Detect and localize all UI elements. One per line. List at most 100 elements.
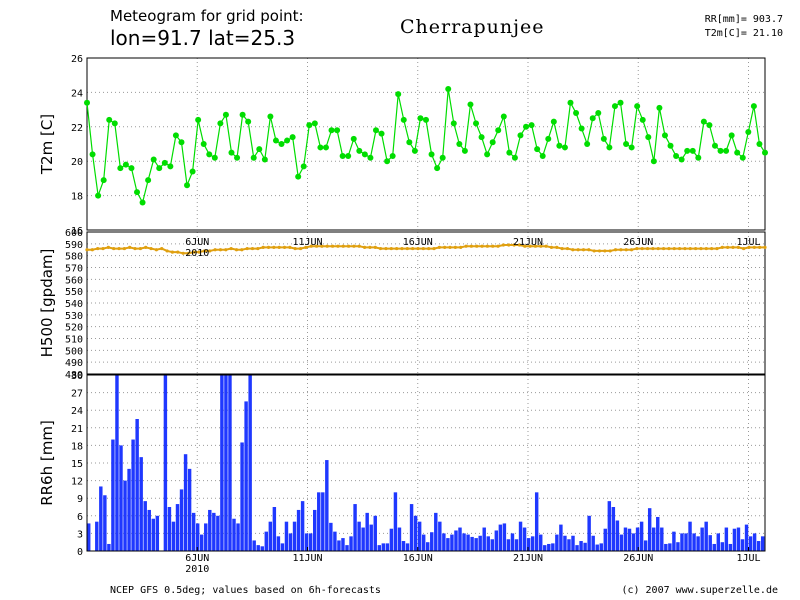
h500-point xyxy=(213,248,217,252)
plot-frame xyxy=(86,57,766,231)
rr6h-bar xyxy=(377,545,382,551)
y-tick-label: 18 xyxy=(71,192,83,203)
h500-point xyxy=(197,250,201,254)
h500-point xyxy=(523,244,527,248)
rr6h-bar xyxy=(514,539,519,551)
t2m-point xyxy=(284,137,291,144)
rr6h-bar xyxy=(482,527,486,551)
rr6h-bar xyxy=(413,515,418,551)
rr6h-bar xyxy=(264,531,269,551)
rr6h-bar xyxy=(756,541,761,551)
h500-point xyxy=(592,249,596,253)
h500-point xyxy=(272,245,276,249)
y-tick-label: 0 xyxy=(77,547,83,558)
h500-point xyxy=(363,245,367,249)
h500-point xyxy=(528,244,532,248)
t2m-point xyxy=(261,156,268,163)
rr6h-bar xyxy=(288,533,293,551)
h500-point xyxy=(587,248,591,252)
rr6h-bar xyxy=(373,515,377,551)
rr6h-bar xyxy=(720,542,725,551)
rr6h-bar xyxy=(421,534,426,551)
rr6h-bar xyxy=(478,535,482,551)
y-tick-label: 18 xyxy=(71,441,83,452)
rr6h-bar xyxy=(498,524,503,551)
rr6h-bar xyxy=(522,527,527,551)
h500-point xyxy=(229,246,233,251)
t2m-point xyxy=(506,149,513,156)
t2m-point xyxy=(428,151,435,158)
rr6h-bar xyxy=(345,545,349,551)
rr6h-bar xyxy=(454,530,458,551)
t2m-point xyxy=(600,135,607,142)
h500-point xyxy=(726,245,730,249)
rr6h-bar xyxy=(635,527,640,551)
rr6h-bar xyxy=(530,536,535,551)
t2m-point xyxy=(189,168,196,175)
rr6h-bar xyxy=(87,523,91,551)
rr6h-bar xyxy=(631,533,636,551)
y-tick-label: 24 xyxy=(71,88,83,99)
h500-point xyxy=(661,246,666,251)
x-tick-label: 26JUN xyxy=(623,553,653,564)
t2m-point xyxy=(617,99,624,106)
t2m-point xyxy=(478,134,485,141)
h500-point xyxy=(309,244,313,248)
rr6h-bar xyxy=(123,480,127,551)
rr6h-bar xyxy=(660,527,664,551)
t2m-point xyxy=(350,135,357,142)
x-tick-sublabel: 2010 xyxy=(185,248,209,259)
rr6h-bar xyxy=(361,527,365,551)
rr6h-bar xyxy=(450,534,454,551)
t2m-point xyxy=(372,127,379,134)
h500-point xyxy=(416,246,420,251)
t2m-point xyxy=(167,163,174,170)
h500-point xyxy=(742,246,746,251)
rr6h-bar xyxy=(272,507,277,551)
rr6h-bar xyxy=(458,527,462,551)
t2m-point xyxy=(234,154,241,161)
h500-point xyxy=(320,244,324,248)
y-tick-label: 16 xyxy=(71,226,83,237)
h500-point xyxy=(384,246,388,251)
t2m-point xyxy=(584,141,591,147)
h500-point xyxy=(266,245,271,249)
h500-point xyxy=(603,249,607,253)
h500-point xyxy=(341,244,345,248)
rr6h-bar xyxy=(405,543,410,551)
y-tick-label: 9 xyxy=(77,494,83,505)
y-axis-label: RR6h [mm] xyxy=(38,420,56,506)
h500-point xyxy=(432,246,436,251)
t2m-point xyxy=(511,154,518,161)
t2m-point xyxy=(734,149,741,156)
h500-point xyxy=(560,246,564,251)
rr6h-bar xyxy=(668,543,672,551)
t2m-point xyxy=(684,147,691,154)
h500-point xyxy=(181,251,185,255)
rr6h-bar xyxy=(397,527,402,551)
h500-point xyxy=(645,246,650,251)
rr6h-bar xyxy=(442,533,446,551)
rr6h-bar xyxy=(103,495,107,551)
h500-point xyxy=(346,244,351,248)
t2m-point xyxy=(184,182,191,189)
rr6h-bar xyxy=(430,532,434,551)
t2m-point xyxy=(578,125,585,132)
h500-point xyxy=(624,248,628,252)
t2m-point xyxy=(556,142,563,149)
t2m-point xyxy=(634,103,641,110)
rr6h-bar xyxy=(333,531,337,551)
rr6h-bar xyxy=(280,543,285,551)
y-tick-label: 24 xyxy=(71,406,83,417)
h500-point xyxy=(112,246,116,251)
plot-frame xyxy=(86,231,766,375)
h500-point xyxy=(149,246,153,251)
t2m-point xyxy=(228,149,235,156)
y-tick-label: 500 xyxy=(65,346,83,357)
h500-point xyxy=(736,245,740,249)
rr6h-bar xyxy=(292,521,297,551)
h500-point xyxy=(576,248,580,252)
t2m-point xyxy=(267,113,274,120)
h500-point xyxy=(170,250,175,254)
t2m-point xyxy=(595,110,602,117)
